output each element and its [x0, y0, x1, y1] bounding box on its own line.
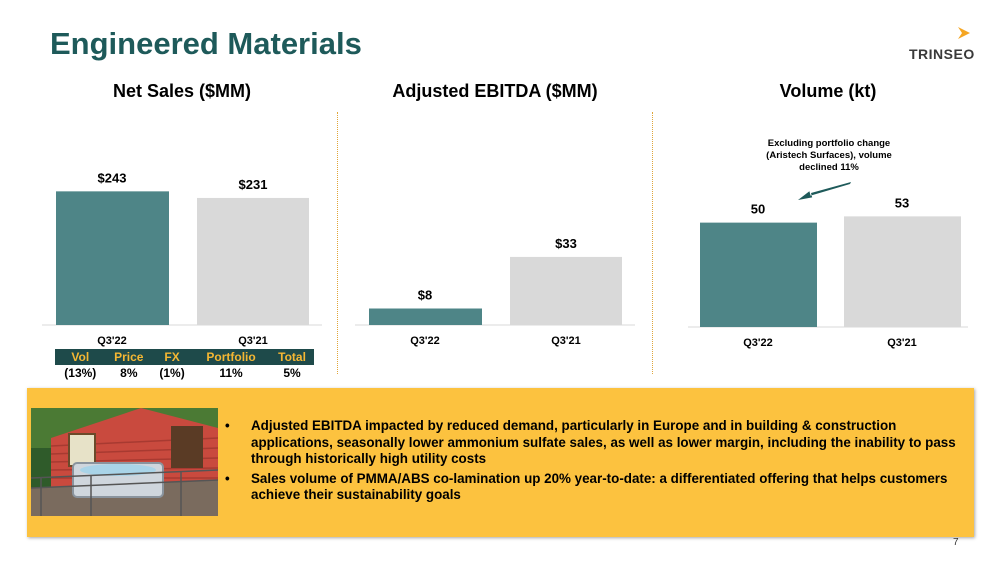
value-label-q3-22: 50 — [751, 202, 765, 217]
annotation-line-3: declined 11% — [799, 162, 859, 173]
slide-title: Engineered Materials — [50, 26, 362, 61]
category-label-q3-21: Q3'21 — [887, 337, 917, 349]
value-label-q3-21: $33 — [555, 236, 577, 251]
value-label-q3-21: $231 — [239, 177, 268, 192]
variance-header-fx: FX — [152, 349, 193, 365]
category-label-q3-22: Q3'22 — [743, 337, 773, 349]
volume-chart: 50 53 Q3'22 Q3'21 Excluding portfolio ch… — [688, 138, 968, 349]
variance-value-fx: (1%) — [159, 366, 185, 380]
chart-divider — [337, 112, 338, 374]
variance-header-vol: Vol — [55, 349, 106, 365]
variance-value-total: 5% — [283, 366, 301, 380]
logo-chevron-icon — [958, 27, 970, 39]
bar-q3-21 — [510, 256, 622, 325]
chart-title-volume: Volume (kt) — [779, 81, 877, 101]
callout-bullet: Adjusted EBITDA impacted by reduced dema… — [225, 418, 965, 468]
bar-q3-21 — [197, 197, 309, 325]
value-label-q3-22: $243 — [98, 170, 127, 185]
ebitda-chart: $8 $33 Q3'22 Q3'21 — [355, 236, 635, 347]
bar-q3-22 — [56, 191, 169, 325]
variance-value-price: 8% — [120, 366, 138, 380]
variance-header-portfolio: Portfolio — [192, 349, 271, 365]
value-label-q3-22: $8 — [418, 288, 432, 303]
net-sales-chart: $243 $231 Q3'22 Q3'21 — [42, 170, 322, 347]
category-label-q3-22: Q3'22 — [97, 335, 127, 347]
trinseo-logo: TRINSEO — [905, 26, 975, 66]
bar-q3-21 — [844, 216, 961, 327]
annotation-line-2: (Aristech Surfaces), volume — [766, 150, 892, 161]
category-label-q3-21: Q3'21 — [551, 335, 581, 347]
callout-box: Adjusted EBITDA impacted by reduced dema… — [27, 388, 974, 537]
bar-q3-22 — [369, 308, 482, 325]
category-label-q3-21: Q3'21 — [238, 335, 268, 347]
category-label-q3-22: Q3'22 — [410, 335, 440, 347]
variance-value-row: (13%) 8% (1%) 11% 5% — [55, 365, 314, 381]
page-number: 7 — [953, 537, 959, 548]
variance-value-vol: (13%) — [64, 366, 97, 380]
house-hot-tub-photo — [31, 408, 218, 516]
chart-title-ebitda: Adjusted EBITDA ($MM) — [392, 81, 598, 101]
bar-q3-22 — [700, 222, 817, 327]
variance-header-total: Total — [270, 349, 314, 365]
variance-header-row: Vol Price FX Portfolio Total — [55, 349, 314, 365]
logo-text: TRINSEO — [909, 46, 975, 62]
annotation-arrow-icon — [798, 182, 851, 200]
chart-title-net-sales: Net Sales ($MM) — [112, 81, 252, 101]
value-label-q3-21: 53 — [895, 195, 909, 210]
variance-value-portfolio: 11% — [219, 366, 243, 380]
chart-divider — [652, 112, 653, 374]
callout-bullet: Sales volume of PMMA/ABS co-lamination u… — [225, 471, 965, 504]
variance-table: Vol Price FX Portfolio Total (13%) 8% (1… — [55, 349, 314, 381]
variance-header-price: Price — [105, 349, 153, 365]
annotation-line-1: Excluding portfolio change — [768, 138, 890, 149]
callout-bullets: Adjusted EBITDA impacted by reduced dema… — [225, 418, 965, 507]
